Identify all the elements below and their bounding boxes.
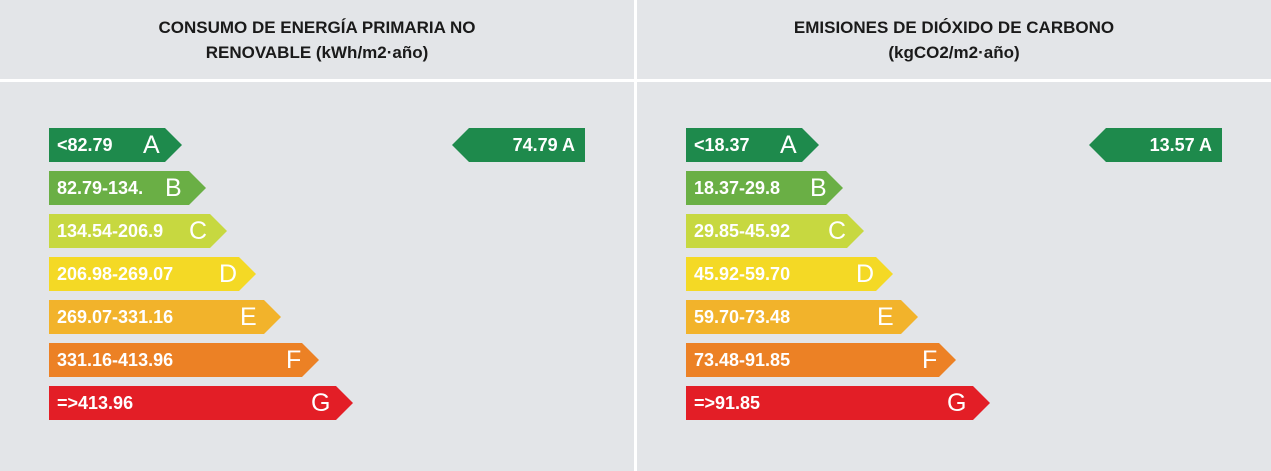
energy-band-range: <82.79 — [57, 135, 113, 155]
emissions-title-line-1: EMISIONES DE DIÓXIDO DE CARBONO — [793, 17, 1115, 37]
energy-band-c: 134.54-206.9 C — [49, 214, 227, 248]
emissions-rating-value: 13.57 A — [1149, 135, 1212, 155]
emissions-band-letter: E — [877, 303, 894, 331]
energy-band-range: 134.54-206.9 — [57, 221, 164, 241]
energy-band-range: 82.79-134. — [57, 178, 144, 198]
emissions-band-letter: C — [828, 217, 847, 245]
emissions-header-divider — [637, 79, 1271, 82]
energy-band-a: <82.79 A — [49, 128, 182, 162]
energy-header-divider — [0, 79, 634, 82]
energy-band-letter: F — [286, 346, 302, 374]
energy-band-d: 206.98-269.07 D — [49, 257, 256, 291]
emissions-band-a: <18.37 A — [686, 128, 819, 162]
emissions-title-line-2: (kgCO2/m2·año) — [888, 42, 1020, 62]
emissions-band-range: 18.37-29.8 — [694, 178, 781, 198]
emissions-rating-indicator: 13.57 A — [1089, 128, 1222, 162]
energy-band-f: 331.16-413.96 F — [49, 343, 319, 377]
emissions-band-letter: G — [947, 389, 967, 417]
energy-band-range: 269.07-331.16 — [57, 307, 174, 327]
emissions-band-letter: B — [810, 174, 827, 202]
energy-rating-indicator: 74.79 A — [452, 128, 585, 162]
energy-band-b: 82.79-134. B — [49, 171, 206, 205]
energy-band-e: 269.07-331.16 E — [49, 300, 281, 334]
energy-band-range: 206.98-269.07 — [57, 264, 174, 284]
energy-band-letter: D — [219, 260, 238, 288]
energy-band-letter: A — [143, 131, 160, 159]
emissions-band-range: 59.70-73.48 — [694, 307, 791, 327]
emissions-band-e: 59.70-73.48 E — [686, 300, 918, 334]
emissions-band-letter: F — [922, 346, 938, 374]
energy-panel: CONSUMO DE ENERGÍA PRIMARIA NO RENOVABLE… — [0, 0, 634, 471]
emissions-band-f: 73.48-91.85 F — [686, 343, 956, 377]
energy-band-g: =>413.96 G — [49, 386, 353, 420]
emissions-band-letter: A — [780, 131, 797, 159]
emissions-band-letter: D — [856, 260, 875, 288]
energy-band-letter: C — [189, 217, 208, 245]
energy-rating-value: 74.79 A — [512, 135, 575, 155]
emissions-band-b: 18.37-29.8 B — [686, 171, 843, 205]
emissions-band-d: 45.92-59.70 D — [686, 257, 893, 291]
energy-band-range: 331.16-413.96 — [57, 350, 174, 370]
emissions-band-range: 73.48-91.85 — [694, 350, 791, 370]
emissions-title: EMISIONES DE DIÓXIDO DE CARBONO (kgCO2/m… — [637, 0, 1271, 79]
emissions-panel: EMISIONES DE DIÓXIDO DE CARBONO (kgCO2/m… — [637, 0, 1271, 471]
energy-band-letter: B — [165, 174, 182, 202]
energy-title: CONSUMO DE ENERGÍA PRIMARIA NO RENOVABLE… — [0, 0, 634, 79]
energy-band-letter: G — [311, 389, 331, 417]
emissions-band-c: 29.85-45.92 C — [686, 214, 864, 248]
energy-title-line-2: RENOVABLE (kWh/m2·año) — [205, 42, 429, 62]
emissions-band-range: 29.85-45.92 — [694, 221, 791, 241]
emissions-band-range: <18.37 — [694, 135, 750, 155]
energy-band-letter: E — [240, 303, 257, 331]
emissions-band-range: 45.92-59.70 — [694, 264, 791, 284]
emissions-band-g: =>91.85 G — [686, 386, 990, 420]
energy-band-range: =>413.96 — [57, 393, 134, 413]
energy-title-line-1: CONSUMO DE ENERGÍA PRIMARIA NO — [158, 17, 476, 37]
panel-divider — [634, 0, 637, 471]
emissions-band-range: =>91.85 — [694, 393, 761, 413]
